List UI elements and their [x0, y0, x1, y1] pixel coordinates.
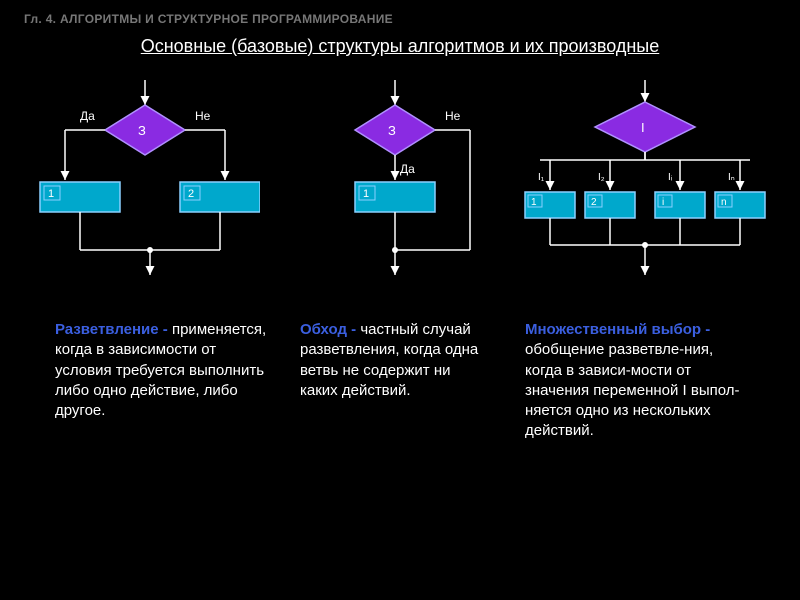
- yes-label: Да: [80, 109, 95, 123]
- diagram-branching: З Да Не 1 2: [30, 80, 260, 290]
- branch-label-2: I₂: [598, 172, 605, 183]
- decision-label: З: [138, 123, 146, 138]
- body-multi: обобщение разветвле-ния, когда в зависи-…: [525, 341, 740, 439]
- branch-label-n: Iₙ: [728, 172, 735, 183]
- term-multi: Множественный выбор -: [525, 321, 710, 338]
- page-title: Основные (базовые) структуры алгоритмов …: [0, 36, 800, 57]
- box1-label: 1: [363, 188, 369, 200]
- multi-box-2: 2: [585, 192, 635, 218]
- multi-box-1: 1: [525, 192, 575, 218]
- decision-label: З: [388, 123, 396, 138]
- decision-label: I: [641, 120, 645, 135]
- desc-branching: Разветвление - применяется, когда в зави…: [55, 320, 270, 421]
- svg-text:2: 2: [591, 197, 597, 208]
- desc-bypass: Обход - частный случай разветвления, ког…: [300, 320, 490, 401]
- diagram-bypass: З Не Да 1: [300, 80, 490, 290]
- term-branching: Разветвление -: [55, 321, 168, 338]
- multi-box-i: i: [655, 192, 705, 218]
- svg-text:1: 1: [531, 197, 537, 208]
- box2-label: 2: [188, 188, 194, 200]
- yes-label: Да: [400, 162, 415, 176]
- no-label: Не: [445, 109, 461, 123]
- desc-multi: Множественный выбор - обобщение разветвл…: [525, 320, 745, 442]
- branch-label-i: Iᵢ: [668, 172, 673, 183]
- multi-box-n: n: [715, 192, 765, 218]
- no-label: Не: [195, 109, 211, 123]
- diagram-multi: I I₁ I₂ Iᵢ Iₙ 1 2 i n: [510, 80, 780, 290]
- svg-text:n: n: [721, 197, 727, 208]
- chapter-heading: Гл. 4. АЛГОРИТМЫ И СТРУКТУРНОЕ ПРОГРАММИ…: [24, 12, 393, 26]
- term-bypass: Обход -: [300, 321, 356, 338]
- box1-label: 1: [48, 188, 54, 200]
- svg-text:i: i: [662, 197, 664, 208]
- branch-label-1: I₁: [538, 172, 545, 183]
